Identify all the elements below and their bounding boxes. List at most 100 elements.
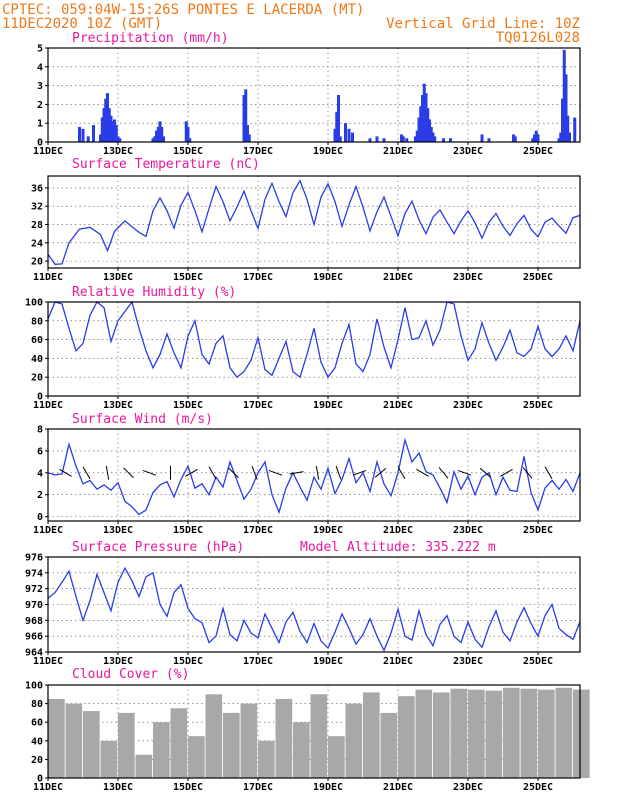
precip-bar [414,136,417,142]
precip-bar [401,136,405,142]
precip-bar [487,138,491,142]
wind-arrow [479,467,492,478]
wind-arrow [374,467,387,478]
x-tick-label: 17DEC [243,525,273,536]
wind-arrow [457,469,472,476]
x-tick-label: 21DEC [383,146,413,157]
precip-bar [333,128,337,142]
precip-bar [562,49,566,142]
cloud-bar [83,711,100,778]
cloud-bar [223,712,240,778]
precip-bar [99,134,102,142]
cloud-bar [363,692,380,778]
y-tick-label: 2 [37,100,43,111]
y-tick-label: 0 [37,774,43,785]
precip-bar [557,138,561,142]
precip-bar [568,132,571,142]
wind-arrow [438,467,449,479]
wind-arrow [352,469,367,476]
x-tick-label: 17DEC [243,146,273,157]
y-tick-label: 20 [31,373,43,384]
cloud-bar [118,712,135,778]
x-tick-label: 15DEC [173,656,203,667]
precip-bar [449,138,452,142]
precip-bar [419,106,423,142]
x-tick-label: 19DEC [313,146,343,157]
series-line [47,566,581,652]
x-tick-label: 19DEC [313,782,343,793]
x-tick-label: 11DEC [33,272,63,283]
wind-arrow [123,467,134,479]
wind-arrow [416,468,429,477]
precip-bar [160,126,164,142]
cloud-bar [240,703,258,778]
y-tick-label: 36 [31,183,43,194]
precip-bar [344,123,347,142]
precip-bar [184,121,188,142]
precip-bar [151,138,155,142]
cloud-bar [485,690,503,778]
precip-bar [100,117,104,142]
panel-4: Surface Wind (m/s) 0 2 4 6 8 11DEC 13DEC 15DEC 17… [33,412,581,536]
x-tick-label: 25DEC [523,656,553,667]
wind-arrow [268,469,283,476]
y-tick-label: 0 [37,138,43,149]
cloud-bar [65,703,83,778]
precip-bar [442,138,445,142]
x-tick-label: 17DEC [243,782,273,793]
wind-arrow [251,466,258,480]
wind-arrow [315,465,320,480]
x-tick-label: 25DEC [523,272,553,283]
x-tick-label: 19DEC [313,525,343,536]
precip-bar [561,98,564,142]
cloud-bar [415,689,433,778]
precip-bar [564,74,568,142]
y-tick-label: 20 [31,257,43,268]
y-tick-label: 32 [31,202,43,213]
cloud-bar [310,694,328,778]
y-tick-label: 976 [25,553,43,564]
series-line [47,437,581,516]
plot-frame [47,428,581,522]
panel-title: Cloud Cover (%) [72,667,189,682]
x-tick-label: 19DEC [313,656,343,667]
x-tick-label: 15DEC [173,782,203,793]
plot-frame [47,175,581,269]
x-tick-label: 25DEC [523,146,553,157]
x-tick-label: 17DEC [243,656,273,667]
y-tick-label: 974 [25,568,43,579]
cloud-bar [380,712,398,778]
y-tick-label: 972 [25,584,43,595]
wind-arrow [522,467,533,479]
x-tick-label: 23DEC [453,525,483,536]
y-tick-label: 970 [25,600,43,611]
precip-bar [533,134,536,142]
cloud-bar [433,692,450,778]
y-tick-label: 4 [37,62,43,73]
cloud-bar [450,688,468,778]
y-tick-label: 40 [31,736,43,747]
x-tick-label: 13DEC [103,656,133,667]
cloud-bar [398,696,415,778]
x-tick-label: 15DEC [173,146,203,157]
x-tick-label: 15DEC [173,525,203,536]
x-tick-label: 13DEC [103,272,133,283]
header-grid-note: Vertical Grid Line: 10Z [386,16,580,32]
precip-bar [531,138,535,142]
panel-5: Surface Pressure (hPa) Model Altitude: 33… [25,540,581,667]
panel-title: Surface Pressure (hPa) [72,540,244,555]
header-model-code: TQ0126L028 [496,30,580,46]
y-tick-label: 968 [25,616,43,627]
panel-title: Precipitation (mm/h) [72,31,229,46]
wind-arrow [228,467,239,479]
precip-bar [186,126,190,142]
x-tick-label: 21DEC [383,656,413,667]
precip-bar [109,115,113,142]
precip-bar [424,93,428,142]
y-tick-label: 0 [37,392,43,403]
x-tick-label: 11DEC [33,400,63,411]
panel-1: Precipitation (mm/h) 0 1 2 3 4 5 11DEC 13DEC 15DE… [33,31,581,157]
cloud-bar [503,687,520,778]
x-tick-label: 21DEC [383,525,413,536]
cloud-bar [258,740,275,778]
